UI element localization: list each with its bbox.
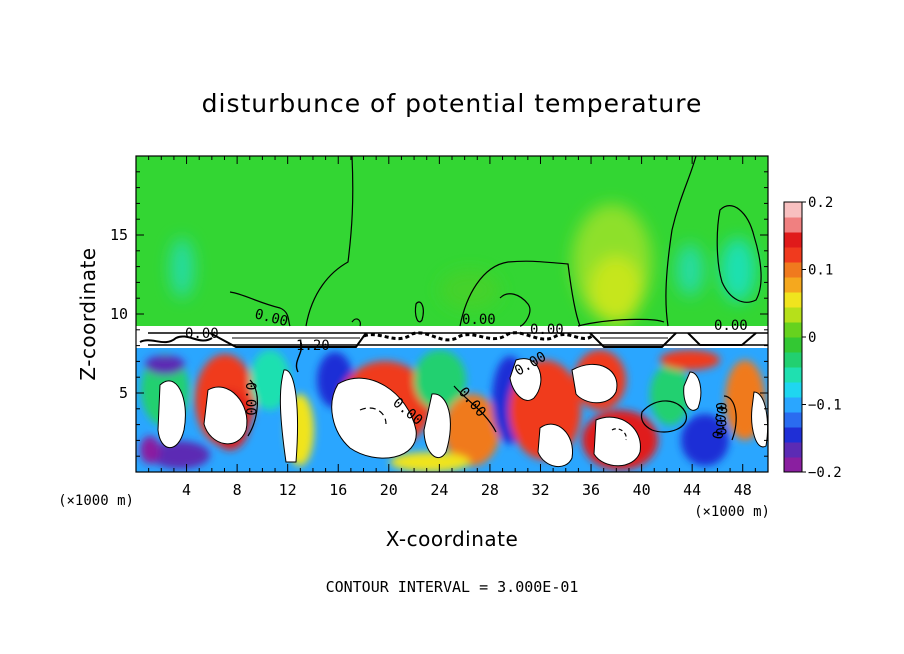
x-tick-label: 32 bbox=[531, 481, 549, 499]
colorbar-swatch bbox=[784, 442, 802, 458]
plot-area bbox=[136, 156, 768, 472]
upper-field bbox=[136, 156, 768, 346]
x-unit-label: (×1000 m) bbox=[694, 504, 770, 520]
contour-label: 0.00 bbox=[253, 306, 290, 330]
contour-label: 0.00 bbox=[712, 402, 728, 436]
colorbar-swatch bbox=[784, 337, 802, 353]
colorbar-swatch bbox=[784, 232, 802, 248]
colorbar-swatch bbox=[784, 427, 802, 443]
x-tick-label: 16 bbox=[329, 481, 347, 499]
contour-label: 1.20 bbox=[296, 338, 330, 354]
colorbar-swatch bbox=[784, 367, 802, 383]
colorbar-swatch bbox=[784, 307, 802, 323]
y-tick-label: 10 bbox=[110, 305, 128, 323]
colorbar-swatch bbox=[784, 247, 802, 263]
boundary-band bbox=[136, 326, 768, 373]
colorbar-tick-label: 0 bbox=[808, 330, 816, 346]
chart-title: disturbunce of potential temperature bbox=[202, 89, 703, 118]
contour-interval-note: CONTOUR INTERVAL = 3.000E-01 bbox=[326, 578, 579, 596]
x-tick-label: 36 bbox=[582, 481, 600, 499]
x-tick-label: 40 bbox=[633, 481, 651, 499]
colorbar-swatch bbox=[784, 457, 802, 473]
x-tick-label: 4 bbox=[182, 481, 191, 499]
contour-label: 0.00 bbox=[530, 322, 564, 338]
colorbar-swatch bbox=[784, 262, 802, 278]
y-tick-label: 15 bbox=[110, 226, 128, 244]
colorbar-tick-label: −0.2 bbox=[808, 465, 842, 481]
colorbar-swatch bbox=[784, 397, 802, 413]
contour-label: 0.00 bbox=[242, 382, 258, 416]
colorbar-swatch bbox=[784, 202, 802, 218]
x-tick-label: 8 bbox=[233, 481, 242, 499]
contour-label: 0.00 bbox=[714, 318, 748, 334]
x-axis: 4 8 12 16 20 24 28 32 36 40 44 48 bbox=[148, 156, 756, 499]
colorbar-swatch bbox=[784, 412, 802, 428]
white-extremes bbox=[157, 358, 768, 467]
colorbar-swatch bbox=[784, 277, 802, 293]
colorbar-swatch bbox=[784, 382, 802, 398]
colorbar-tick-label: −0.1 bbox=[808, 398, 842, 414]
y-axis: 5 10 15 bbox=[110, 171, 768, 457]
colorbar-swatch bbox=[784, 292, 802, 308]
x-tick-label: 44 bbox=[683, 481, 701, 499]
colorbar-swatch bbox=[784, 322, 802, 338]
colorbar-tick-label: 0.2 bbox=[808, 195, 833, 211]
contour-label: 0.00 bbox=[710, 405, 732, 441]
x-axis-label: X-coordinate bbox=[386, 527, 519, 551]
y-tick-label: 5 bbox=[119, 384, 128, 402]
colorbar-swatch bbox=[784, 217, 802, 233]
colorbar-tick-label: 0.1 bbox=[808, 263, 833, 279]
contour-label: 0.00 bbox=[185, 326, 219, 342]
x-tick-label: 48 bbox=[734, 481, 752, 499]
contour-label: 0.00 bbox=[462, 312, 496, 328]
x-tick-label: 28 bbox=[481, 481, 499, 499]
y-axis-label: Z-coordinate bbox=[76, 247, 100, 380]
colorbar-swatch bbox=[784, 352, 802, 368]
y-unit-label: (×1000 m) bbox=[58, 493, 134, 509]
colorbar: 0.2 0.1 0 −0.1 −0.2 bbox=[783, 195, 842, 481]
upper-field-variations bbox=[170, 204, 756, 324]
x-tick-label: 12 bbox=[279, 481, 297, 499]
x-tick-label: 24 bbox=[430, 481, 448, 499]
x-tick-label: 20 bbox=[380, 481, 398, 499]
contour-lines bbox=[229, 156, 762, 441]
